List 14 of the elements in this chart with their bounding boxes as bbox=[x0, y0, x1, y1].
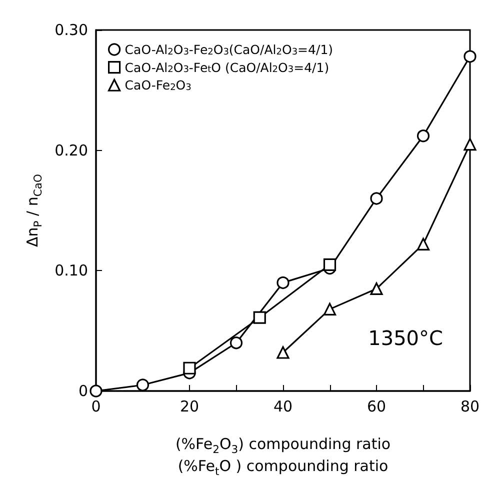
x-tick-label: 80 bbox=[460, 398, 480, 416]
y-tick-label: 0 bbox=[78, 382, 88, 400]
y-tick-label: 0.30 bbox=[54, 21, 88, 39]
x-tick-label: 60 bbox=[366, 398, 386, 416]
y-tick-label: 0.10 bbox=[54, 262, 88, 280]
x-tick-label: 20 bbox=[180, 398, 200, 416]
text: CaO-Al2O3-Fe2O3(CaO/Al2O3=4/1) bbox=[124, 42, 334, 58]
y-tick-label: 0.20 bbox=[54, 141, 88, 160]
annotation: 1350°C bbox=[368, 326, 444, 350]
x-tick-label: 40 bbox=[273, 398, 293, 416]
x-tick-label: 0 bbox=[91, 398, 101, 416]
y-axis-title: ΔnP / nCaO bbox=[24, 174, 45, 248]
text: CaO-Al2O3-FetO (CaO/Al2O3=4/1) bbox=[124, 60, 330, 76]
legend-label: CaO-Fe2O3 bbox=[124, 78, 192, 93]
